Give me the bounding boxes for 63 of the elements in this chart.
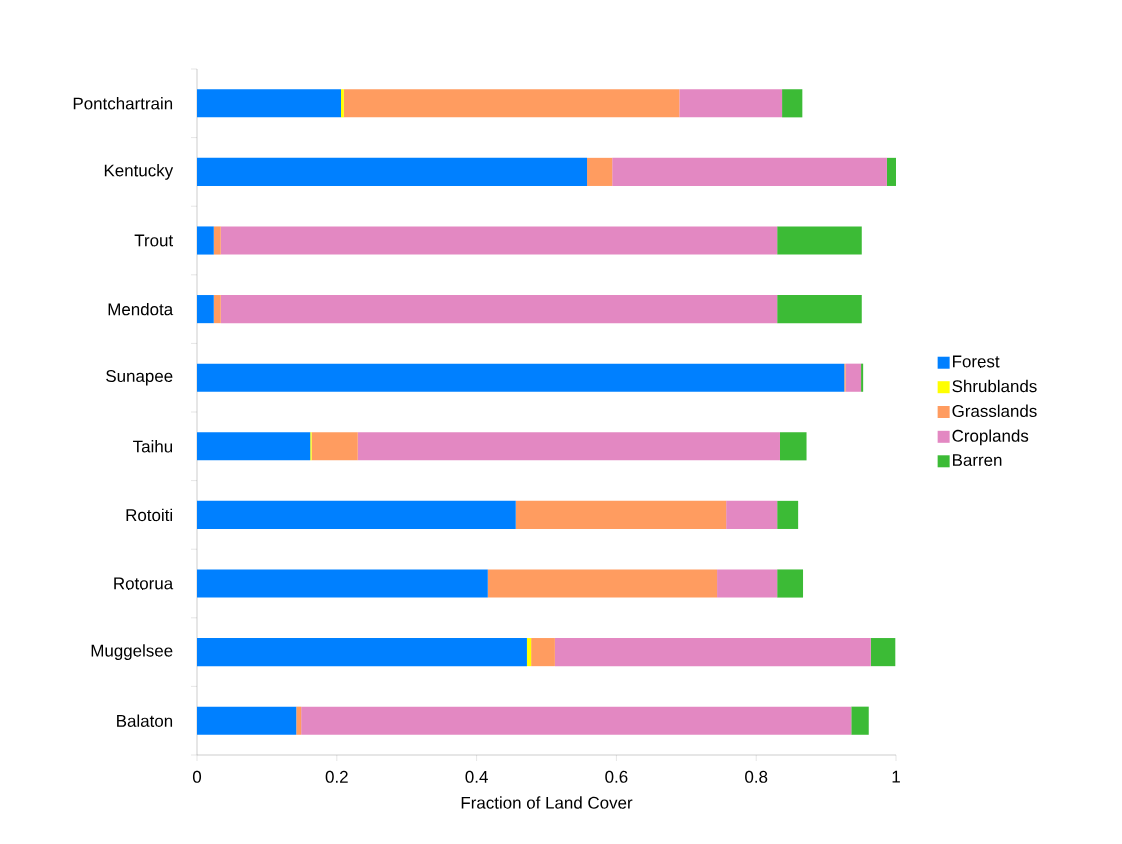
bar [343, 89, 680, 118]
bar [197, 638, 527, 667]
legend-label: Barren [953, 454, 1002, 467]
bar [886, 157, 897, 186]
bar [220, 295, 778, 324]
bar [587, 157, 613, 186]
legend-label: Grasslands [952, 404, 1037, 418]
bar [531, 638, 555, 667]
bar [487, 569, 718, 598]
bar [197, 432, 311, 461]
bar [357, 432, 780, 461]
y-tick-label: Balaton [117, 714, 173, 727]
y-tick-label: Mendota [108, 302, 174, 316]
y-tick-label: Muggelsee [91, 644, 173, 660]
y-tick-label: Kentucky [104, 164, 174, 180]
y-tick-label: Pontchartrain [73, 97, 173, 110]
bar [197, 89, 341, 118]
bar [777, 295, 862, 324]
x-tick-label: 0 [192, 770, 202, 783]
y-tick-label: Trout [134, 234, 174, 247]
bar [777, 226, 862, 255]
bar [861, 363, 864, 392]
x-axis-title: Fraction of Land Cover [461, 796, 633, 809]
bar [311, 432, 358, 461]
bar [870, 638, 896, 667]
y-tick-label: Taihu [133, 440, 173, 453]
x-tick-label: 1 [892, 770, 900, 783]
bar [679, 89, 783, 118]
bar [301, 706, 852, 735]
bar [197, 500, 516, 529]
bar [296, 706, 302, 735]
bar [220, 226, 778, 255]
x-tick-label: 0.8 [745, 770, 768, 783]
x-tick-label: 0.4 [465, 770, 488, 783]
legend-label: Forest [953, 355, 1000, 368]
bar [777, 569, 804, 598]
bar [197, 157, 588, 186]
bar [612, 157, 887, 186]
bar [213, 226, 221, 255]
bar [726, 500, 778, 529]
x-tick-label: 0.2 [325, 770, 348, 783]
legend-label: Croplands [952, 429, 1029, 446]
bar [717, 569, 778, 598]
legend-label: Shrublands [952, 379, 1037, 393]
bar [197, 569, 488, 598]
y-tick-label: Sunapee [106, 370, 173, 386]
bar [526, 638, 532, 667]
bar [197, 226, 214, 255]
bar [851, 706, 869, 735]
bar [213, 295, 221, 324]
bar [197, 295, 214, 324]
bar [845, 363, 862, 392]
y-tick-label: Rotorua [114, 577, 174, 590]
bar [779, 432, 807, 461]
x-tick-label: 0.6 [605, 770, 628, 783]
bar [777, 500, 799, 529]
bar [782, 89, 803, 118]
bar [341, 89, 344, 118]
bar [515, 500, 727, 529]
y-tick-label: Rotoiti [126, 508, 173, 522]
bar [197, 706, 297, 735]
bar [197, 363, 845, 392]
bar [554, 638, 871, 667]
